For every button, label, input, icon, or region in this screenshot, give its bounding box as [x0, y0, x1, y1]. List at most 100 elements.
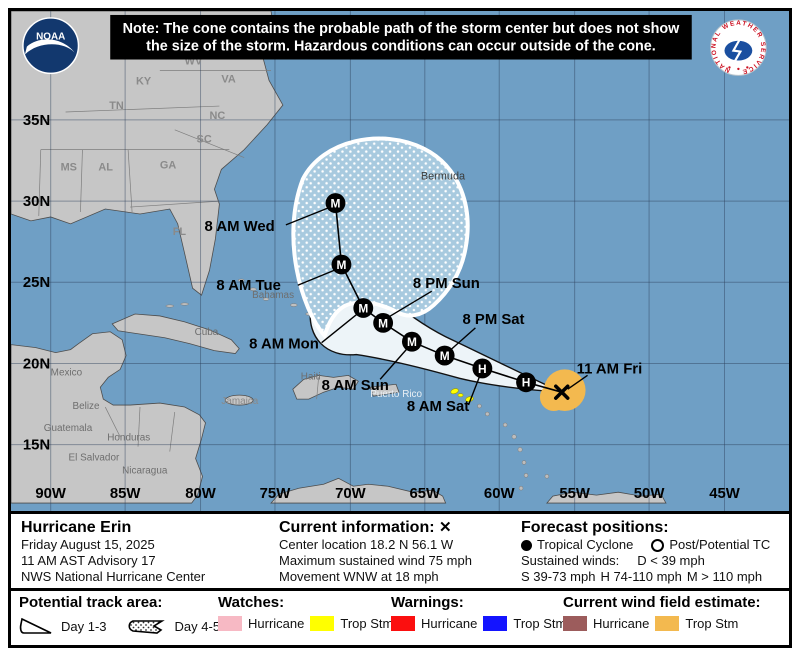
svg-text:15N: 15N — [23, 438, 50, 454]
svg-text:GA: GA — [160, 159, 176, 171]
potential-track-area-header: Potential track area: — [19, 594, 163, 611]
svg-text:50W: 50W — [634, 486, 666, 502]
label-guatemala: Guatemala — [44, 423, 93, 434]
tropical-cyclone-label: Tropical Cyclone — [537, 537, 634, 552]
info-panel: Hurricane Erin Friday August 15, 2025 11… — [11, 511, 789, 588]
label-mexico: Mexico — [51, 367, 83, 378]
graphic-border: M M M M M M H H 8 AM Wed 8 AM Tue 8 PM S… — [8, 8, 792, 648]
ts-warning-swatch — [483, 616, 508, 631]
label-el-salvador: El Salvador — [69, 453, 120, 464]
label-11am-fri: 11 AM Fri — [577, 361, 643, 377]
wind-field-group: Current wind field estimate: Hurricane T… — [563, 594, 761, 631]
wind-s-label: S 39-73 mph — [521, 569, 596, 584]
label-8am-mon: 8 AM Mon — [249, 337, 319, 353]
note-line2: the size of the storm. Hazardous conditi… — [146, 39, 656, 55]
post-potential-tc-label: Post/Potential TC — [669, 537, 771, 552]
center-location: Center location 18.2 N 56.1 W — [279, 537, 454, 552]
day1-3-label: Day 1-3 — [61, 618, 107, 634]
svg-text:85W: 85W — [110, 486, 142, 502]
svg-text:VA: VA — [221, 73, 235, 85]
hurricane-watch-swatch — [218, 616, 242, 631]
svg-text:H: H — [478, 362, 487, 376]
hurricane-warning-label: Hurricane — [421, 616, 478, 631]
potential-track-area-group: Potential track area: Day 1-3 Day 4-5 — [19, 594, 220, 636]
svg-text:NOAA: NOAA — [36, 32, 65, 43]
svg-text:H: H — [522, 376, 531, 390]
marker-8am-mon: M — [353, 298, 374, 318]
storm-advisory: 11 AM AST Advisory 17 — [21, 553, 156, 568]
svg-text:AL: AL — [98, 161, 113, 173]
marker-8am-tue: M — [331, 254, 352, 275]
land-masses — [11, 11, 667, 504]
label-cuba: Cuba — [195, 327, 219, 338]
label-bahamas: Bahamas — [252, 290, 294, 301]
svg-text:M: M — [336, 258, 346, 272]
svg-text:TN: TN — [109, 100, 124, 112]
storm-agency: NWS National Hurricane Center — [21, 569, 206, 584]
label-8pm-sun: 8 PM Sun — [413, 276, 480, 292]
svg-text:M: M — [407, 335, 417, 349]
svg-text:KY: KY — [136, 75, 152, 87]
wind-m-label: M > 110 mph — [686, 569, 763, 584]
land-puerto-rico — [369, 383, 400, 397]
track-time-labels: 8 AM Wed 8 AM Tue 8 PM Sun 8 PM Sat 8 AM… — [205, 219, 643, 415]
post-potential-tc-icon — [651, 538, 665, 552]
svg-text:WV: WV — [185, 55, 203, 67]
land-jamaica — [224, 394, 254, 406]
day4-5-cone-icon — [127, 620, 165, 634]
label-8am-sun: 8 AM Sun — [322, 378, 389, 394]
svg-text:SC: SC — [197, 134, 212, 146]
nws-logo-icon: NATIONAL WEATHER SERVICE — [710, 19, 767, 76]
svg-text:90W: 90W — [35, 486, 67, 502]
current-info-header: Current information: ✕ — [279, 519, 452, 536]
ts-warning-label: Trop Stm — [513, 616, 567, 631]
svg-text:M: M — [358, 301, 368, 315]
land-central-america — [11, 331, 206, 504]
watches-group: Watches: Hurricane Trop Stm — [218, 594, 393, 631]
svg-text:25N: 25N — [23, 275, 50, 291]
storm-info-column: Hurricane Erin Friday August 15, 2025 11… — [21, 518, 205, 585]
label-nicaragua: Nicaragua — [122, 465, 168, 476]
wind-field-header: Current wind field estimate: — [563, 594, 761, 611]
svg-text:M: M — [331, 197, 341, 211]
wind-d-label: D < 39 mph — [637, 553, 705, 568]
label-haiti: Haiti — [301, 371, 321, 382]
svg-text:MS: MS — [61, 161, 77, 173]
svg-text:80W: 80W — [185, 486, 217, 502]
watches-header: Watches: — [218, 594, 285, 611]
svg-text:75W: 75W — [260, 486, 292, 502]
forecast-positions-header: Forecast positions: — [521, 519, 669, 536]
max-wind: Maximum sustained wind 75 mph — [279, 553, 472, 568]
label-8pm-sat: 8 PM Sat — [463, 312, 525, 328]
current-position-icon: ✕ — [439, 519, 452, 536]
svg-text:45W: 45W — [709, 486, 741, 502]
svg-text:35N: 35N — [23, 113, 50, 129]
marker-8pm-sat: M — [434, 345, 455, 366]
svg-text:65W: 65W — [410, 486, 442, 502]
svg-text:30N: 30N — [23, 194, 50, 210]
land-hispaniola — [292, 374, 359, 400]
day4-5-label: Day 4-5 — [174, 618, 221, 634]
svg-text:M: M — [440, 349, 450, 363]
label-8am-sat: 8 AM Sat — [407, 399, 469, 415]
lesser-antilles-islands — [477, 403, 550, 491]
state-borders — [38, 70, 319, 452]
label-puerto-rico: Puerto Rico — [370, 389, 422, 400]
ts-watch-swatch — [310, 616, 335, 631]
tropical-cyclone-icon — [521, 539, 532, 551]
storm-date: Friday August 15, 2025 — [21, 537, 155, 552]
warnings-group: Warnings: Hurricane Trop Stm — [391, 594, 566, 631]
longitude-labels: 90W 85W 80W 75W 70W 65W 60W 55W 50W 45W — [35, 486, 740, 502]
hurricane-watch-label: Hurricane — [248, 616, 305, 631]
svg-text:M: M — [378, 316, 388, 330]
forecast-positions-column: Forecast positions: Tropical Cyclone Pos… — [521, 518, 770, 585]
ts-watch-label: Trop Stm — [340, 616, 394, 631]
current-position-marker — [554, 384, 570, 400]
state-labels: WV VA KY TN NC SC MS AL GA FL — [61, 55, 236, 237]
callout-lines — [285, 206, 588, 406]
note-bar: Note: The cone contains the probable pat… — [110, 14, 692, 60]
label-8am-tue: 8 AM Tue — [216, 278, 280, 294]
sustained-winds-label: Sustained winds: — [521, 553, 620, 568]
ts-wind-label: Trop Stm — [685, 616, 739, 631]
